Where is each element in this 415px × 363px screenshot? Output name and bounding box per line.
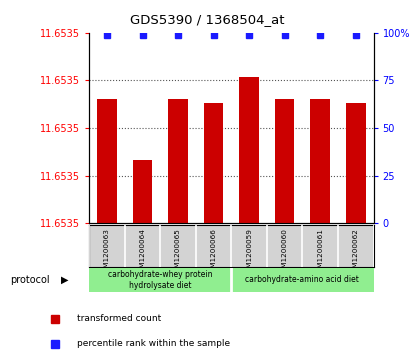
Bar bbox=[275, 99, 294, 223]
Bar bbox=[97, 99, 117, 223]
Bar bbox=[232, 268, 374, 292]
Text: GDS5390 / 1368504_at: GDS5390 / 1368504_at bbox=[130, 13, 285, 26]
Text: GSM1200062: GSM1200062 bbox=[353, 228, 359, 277]
Text: GSM1200065: GSM1200065 bbox=[175, 228, 181, 277]
Bar bbox=[239, 77, 259, 223]
Bar bbox=[89, 268, 232, 292]
Text: carbohydrate-whey protein
hydrolysate diet: carbohydrate-whey protein hydrolysate di… bbox=[108, 270, 212, 290]
Bar bbox=[204, 103, 223, 223]
Bar bbox=[133, 160, 152, 223]
Text: GSM1200066: GSM1200066 bbox=[210, 228, 217, 277]
Bar bbox=[346, 103, 366, 223]
Bar bbox=[310, 99, 330, 223]
Text: transformed count: transformed count bbox=[77, 314, 161, 323]
Text: percentile rank within the sample: percentile rank within the sample bbox=[77, 339, 230, 348]
Text: protocol: protocol bbox=[10, 275, 50, 285]
Text: GSM1200061: GSM1200061 bbox=[317, 228, 323, 277]
Text: ▶: ▶ bbox=[61, 275, 69, 285]
Text: carbohydrate-amino acid diet: carbohydrate-amino acid diet bbox=[246, 276, 359, 284]
Text: GSM1200063: GSM1200063 bbox=[104, 228, 110, 277]
Text: GSM1200059: GSM1200059 bbox=[246, 228, 252, 277]
Bar bbox=[168, 99, 188, 223]
Text: GSM1200060: GSM1200060 bbox=[282, 228, 288, 277]
Text: GSM1200064: GSM1200064 bbox=[139, 228, 146, 277]
